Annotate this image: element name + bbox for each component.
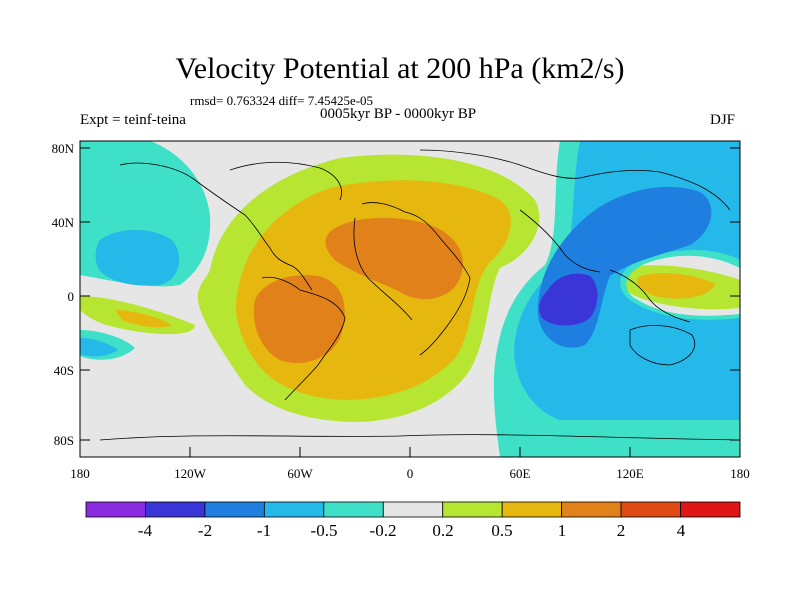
colorbar-label: 0.5 <box>491 521 513 540</box>
lat-label-40s: 40S <box>53 363 74 378</box>
colorbar-box <box>442 501 503 518</box>
colorbar-box <box>204 501 265 518</box>
contour-negative-2-east <box>539 273 598 326</box>
lat-label-80n: 80N <box>51 141 74 156</box>
lon-label-120w: 120W <box>174 466 206 481</box>
colorbar-label: -1 <box>256 521 272 540</box>
colorbar-label: -4 <box>137 521 153 540</box>
chart-title: Velocity Potential at 200 hPa (km2/s) <box>175 52 625 85</box>
contour-positive-0p5-wpacific <box>636 273 715 299</box>
colorbar-box <box>501 501 563 518</box>
lon-label-120e: 120E <box>616 466 644 481</box>
contour-positive-1-africa <box>325 217 464 300</box>
axis-ticks <box>80 147 740 457</box>
colorbar-label: -2 <box>197 521 213 540</box>
colorbar-box <box>323 501 384 518</box>
colorbar-box <box>263 501 325 518</box>
colorbar-box <box>145 501 206 518</box>
lon-label-180e: 180 <box>730 466 750 481</box>
colorbar-label: 2 <box>616 521 626 540</box>
lon-label-60e: 60E <box>509 466 531 481</box>
colorbar-label: -0.2 <box>369 521 397 540</box>
colorbar-box <box>680 501 741 518</box>
lon-label-0: 0 <box>406 466 414 481</box>
lat-label-0: 0 <box>67 289 75 304</box>
colorbar-box <box>85 501 146 518</box>
colorbar-box <box>620 501 681 518</box>
lat-label-40n: 40N <box>51 215 74 230</box>
colorbar-box <box>561 501 622 518</box>
colorbar-label: 1 <box>557 521 567 540</box>
lon-label-180w: 180 <box>70 466 90 481</box>
season-label: DJF <box>710 112 736 128</box>
colorbar-label: 4 <box>676 521 686 540</box>
contour-positive-0p5-pacific <box>115 310 172 328</box>
contour-negative-0p5-southwest <box>80 338 118 357</box>
experiment-label: Expt = teinf-teina <box>80 112 186 128</box>
colorbar-box <box>382 501 444 518</box>
lat-label-80s: 80S <box>53 433 74 448</box>
period-label: 0005kyr BP - 0000kyr BP <box>320 106 477 122</box>
contour-negative-0p5-west <box>95 229 180 286</box>
stats-text: rmsd= 0.763324 diff= 7.45425e-05 <box>190 93 374 108</box>
coastlines <box>99 149 740 441</box>
colorbar-label: -0.5 <box>310 521 338 540</box>
lon-label-60w: 60W <box>287 466 313 481</box>
map-field <box>80 141 740 457</box>
colorbar-label: 0.2 <box>432 521 454 540</box>
